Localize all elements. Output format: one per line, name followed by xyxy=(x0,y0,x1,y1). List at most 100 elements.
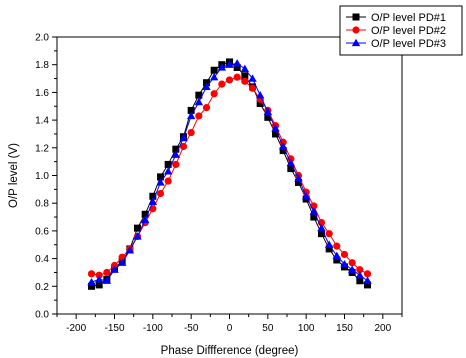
legend-marker xyxy=(351,38,361,47)
data-point xyxy=(210,90,218,98)
data-point xyxy=(301,192,311,200)
data-point xyxy=(278,142,288,150)
data-point xyxy=(140,215,150,223)
data-point xyxy=(233,73,241,81)
data-point xyxy=(248,84,257,92)
data-point xyxy=(202,104,211,112)
y-axis: 0.0 0.2 0.4 0.6 0.8 1.0 1.2 1.4 1.6 1.8 2.0 xyxy=(35,33,57,321)
y-tick-label: 0.6 xyxy=(35,226,49,237)
data-point xyxy=(187,128,195,137)
data-point xyxy=(318,230,325,238)
y-axis-title: O/P level (V) xyxy=(8,143,20,208)
data-point xyxy=(195,112,203,120)
x-tick-label: -100 xyxy=(143,323,163,334)
data-point xyxy=(210,66,218,74)
data-point xyxy=(233,63,241,71)
data-point xyxy=(209,72,219,81)
data-point xyxy=(225,60,234,68)
data-point xyxy=(309,207,319,215)
legend-marker xyxy=(352,13,360,21)
data-point xyxy=(217,63,227,71)
y-tick-label: 0.8 xyxy=(35,199,49,210)
data-point xyxy=(110,265,119,273)
data-point xyxy=(94,275,104,283)
data-point xyxy=(294,174,303,182)
legend-box xyxy=(339,5,463,56)
x-tick-label: 150 xyxy=(336,323,353,334)
data-point xyxy=(202,82,211,91)
data-point xyxy=(325,245,333,253)
x-tick-label: 50 xyxy=(262,323,274,334)
data-point xyxy=(88,282,95,290)
data-point xyxy=(248,74,257,82)
x-tick-label: -200 xyxy=(66,323,86,334)
data-point xyxy=(256,99,264,107)
x-tick-label: 200 xyxy=(374,323,391,334)
data-point xyxy=(333,256,341,264)
data-point xyxy=(156,178,165,186)
legend-item: O/P level PD#2 xyxy=(346,25,446,37)
legend-label: O/P level PD#2 xyxy=(371,25,446,37)
y-tick-label: 0.0 xyxy=(35,310,49,321)
series-3 xyxy=(87,59,372,286)
data-point xyxy=(157,173,164,181)
data-point xyxy=(163,167,173,175)
data-point xyxy=(363,270,372,278)
data-point xyxy=(187,106,195,114)
data-point xyxy=(356,266,364,274)
data-point xyxy=(87,277,96,286)
legend-label: O/P level PD#3 xyxy=(371,38,446,50)
legend-marker xyxy=(352,26,360,34)
data-point xyxy=(195,91,203,99)
data-point xyxy=(87,270,96,278)
y-tick-label: 1.0 xyxy=(35,171,49,182)
legend: O/P level PD#1O/P level PD#2O/P level PD… xyxy=(339,5,463,56)
data-point xyxy=(164,160,172,168)
data-point xyxy=(117,258,127,266)
data-point xyxy=(364,281,371,289)
data-point xyxy=(332,251,342,259)
x-tick-label: 0 xyxy=(227,323,233,334)
data-point xyxy=(134,224,141,232)
data-point xyxy=(164,177,172,185)
data-point xyxy=(218,80,226,88)
data-point xyxy=(263,107,273,115)
data-point xyxy=(272,130,279,138)
y-tick-label: 1.2 xyxy=(35,143,49,154)
series-1 xyxy=(88,58,371,290)
data-point xyxy=(340,259,349,268)
data-point xyxy=(286,158,296,167)
data-point xyxy=(287,165,295,173)
data-point xyxy=(333,242,341,250)
data-point xyxy=(347,265,357,273)
x-tick-label: 100 xyxy=(298,323,315,334)
data-point xyxy=(141,210,149,218)
data-point xyxy=(95,281,103,289)
data-point xyxy=(179,133,188,142)
data-point xyxy=(324,240,334,248)
data-point xyxy=(171,150,181,158)
y-tick-label: 2.0 xyxy=(35,33,49,44)
data-point xyxy=(194,97,204,106)
data-point xyxy=(240,64,250,73)
data-point xyxy=(356,277,364,285)
data-point xyxy=(241,77,249,85)
data-point xyxy=(310,213,318,221)
y-tick-label: 0.2 xyxy=(35,282,49,293)
data-point xyxy=(148,197,158,205)
data-point xyxy=(102,276,112,284)
data-point xyxy=(340,250,349,259)
data-point xyxy=(241,72,249,80)
x-tick-label: -50 xyxy=(184,323,199,334)
data-point xyxy=(363,276,372,284)
legend-label: O/P level PD#1 xyxy=(371,12,446,24)
data-point xyxy=(186,111,196,120)
y-tick-label: 1.8 xyxy=(35,60,49,71)
series-layer xyxy=(87,58,372,290)
x-axis: -200 -150 -100 -50 0 50 100 150 200 xyxy=(56,314,403,334)
x-tick-label: -150 xyxy=(104,323,124,334)
data-point xyxy=(317,223,326,232)
data-point xyxy=(172,145,180,153)
data-point xyxy=(325,230,333,238)
